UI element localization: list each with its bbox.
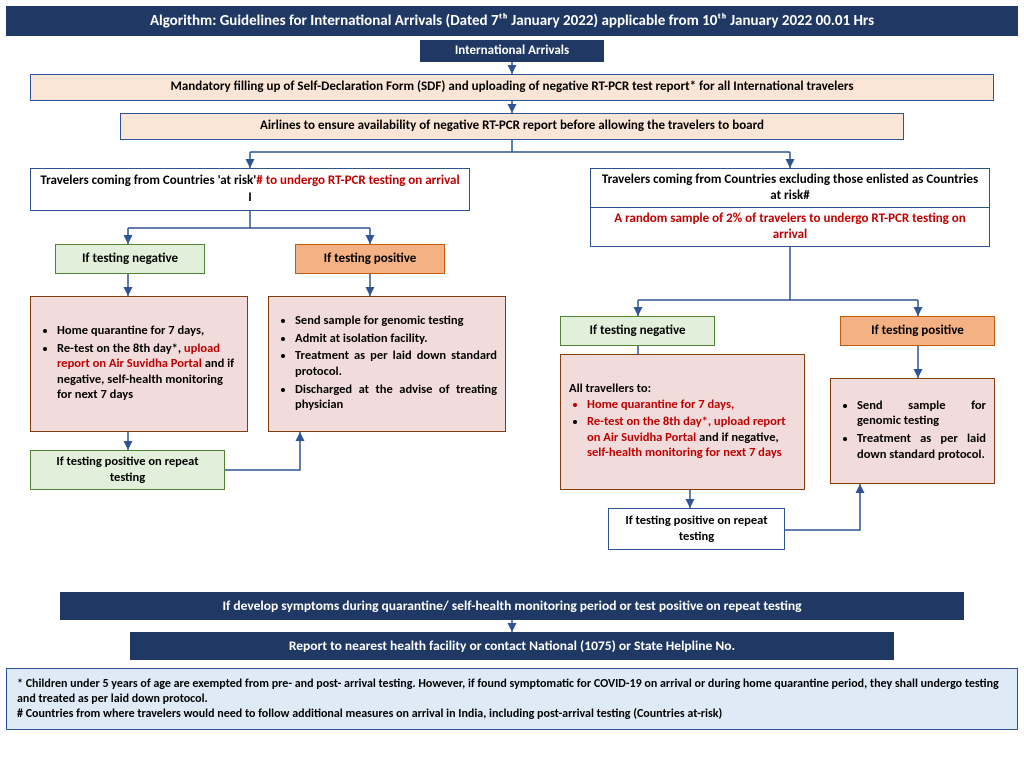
- left-neg-header: If testing negative: [55, 244, 205, 274]
- title-text: Algorithm: Guidelines for International …: [150, 12, 874, 31]
- left-neg-body: Home quarantine for 7 days, Re-test on t…: [30, 296, 248, 432]
- fn2: # Countries from where travelers would n…: [17, 707, 1007, 722]
- report-bar: Report to nearest health facility or con…: [130, 632, 894, 660]
- symptoms-text: If develop symptoms during quarantine/ s…: [222, 598, 801, 615]
- rr-text: If testing positive on repeat testing: [617, 513, 776, 544]
- rl-text: If testing positive on repeat testing: [39, 454, 216, 485]
- branch-left-text: Travelers coming from Countries 'at risk…: [39, 173, 461, 206]
- rnb1: Home quarantine for 7 days,: [587, 397, 734, 412]
- neg-r-text: If testing negative: [589, 323, 685, 339]
- lnb2a: Re-test on the 8th day*,: [57, 341, 184, 356]
- branch-excl-risk: Travelers coming from Countries excludin…: [590, 168, 990, 208]
- right-pos-body: Send sample for genomic testing Treatmen…: [830, 378, 995, 484]
- rnb2c: self-health monitoring for next 7 days: [587, 445, 782, 460]
- rnh: All travellers to:: [569, 381, 651, 396]
- footnote: * Children under 5 years of age are exem…: [6, 668, 1018, 730]
- rpb2: Treatment as per laid down standard prot…: [857, 431, 986, 462]
- node-sdf: Mandatory filling up of Self-Declaration…: [30, 74, 994, 101]
- left-pos-body: Send sample for genomic testing Admit at…: [268, 296, 506, 432]
- report-text: Report to nearest health facility or con…: [289, 638, 735, 655]
- pos-l-text: If testing positive: [324, 251, 417, 267]
- pos-r-text: If testing positive: [871, 323, 964, 339]
- node-intl-arrivals: International Arrivals: [420, 40, 604, 62]
- n2-text: Mandatory filling up of Self-Declaration…: [170, 79, 853, 95]
- lnb1: Home quarantine for 7 days,: [57, 323, 204, 338]
- left-pos-header: If testing positive: [295, 244, 445, 274]
- branch-random-sample: A random sample of 2% of travelers to un…: [590, 207, 990, 247]
- fn1: * Children under 5 years of age are exem…: [17, 677, 1007, 707]
- bl-b: # to undergo RT-PCR testing on arrival: [256, 173, 459, 188]
- lpb4: Discharged at the advise of treating phy…: [295, 382, 497, 413]
- n3-text: Airlines to ensure availability of negat…: [260, 118, 764, 134]
- right-repeat: If testing positive on repeat testing: [608, 508, 785, 550]
- rnb2b: and if negative,: [696, 430, 779, 445]
- right-pos-header: If testing positive: [840, 316, 995, 346]
- title-bar: Algorithm: Guidelines for International …: [6, 6, 1018, 36]
- right-neg-header: If testing negative: [560, 316, 715, 346]
- left-repeat: If testing positive on repeat testing: [30, 450, 225, 490]
- symptoms-bar: If develop symptoms during quarantine/ s…: [60, 592, 964, 620]
- n1-text: International Arrivals: [455, 43, 569, 59]
- rpb1: Send sample for genomic testing: [857, 398, 986, 429]
- br-b: A random sample of 2% of travelers to un…: [599, 211, 981, 244]
- branch-at-risk: Travelers coming from Countries 'at risk…: [30, 168, 470, 211]
- lpb3: Treatment as per laid down standard prot…: [295, 348, 497, 379]
- br-a: Travelers coming from Countries excludin…: [599, 172, 981, 205]
- neg-l-text: If testing negative: [82, 251, 178, 267]
- node-airlines: Airlines to ensure availability of negat…: [120, 113, 904, 140]
- lpb1: Send sample for genomic testing: [295, 313, 464, 328]
- bl-t: I: [248, 190, 251, 205]
- bl-a: Travelers coming from Countries 'at risk…: [40, 173, 256, 188]
- right-neg-body: All travellers to: Home quarantine for 7…: [560, 354, 805, 490]
- lpb2: Admit at isolation facility.: [295, 331, 428, 346]
